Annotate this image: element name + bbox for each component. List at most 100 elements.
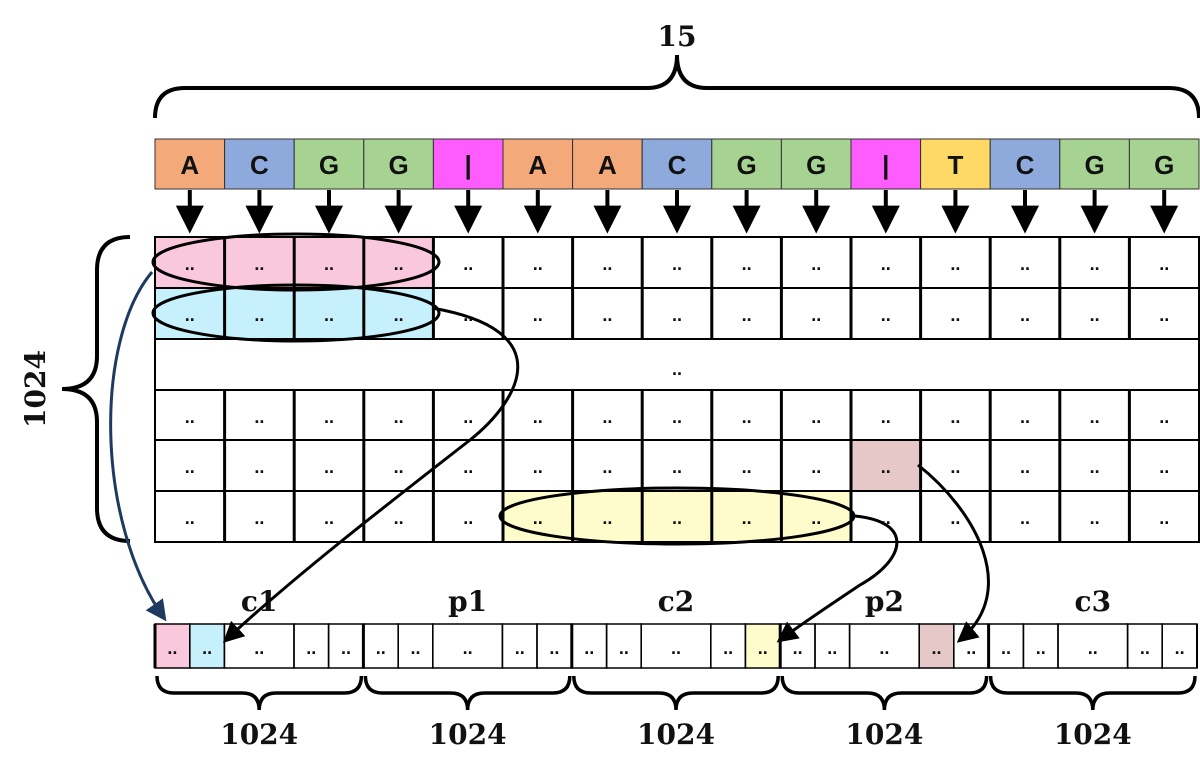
matrix-cell-value: .. [950,305,960,325]
output-cell-value: .. [1175,638,1185,658]
output-vector: ........................................… [153,585,1198,751]
output-cell-value: .. [584,638,594,658]
matrix-cell-value: .. [1020,254,1030,274]
token-label: A [528,150,547,180]
matrix-cell-value: .. [394,254,404,274]
output-group-label: c3 [1075,585,1112,618]
output-group-size-label: 1024 [845,718,923,751]
matrix-cell-value: .. [394,508,404,528]
matrix-cell-value: .. [950,407,960,427]
matrix-cell-value: .. [1159,407,1169,427]
matrix-cell-value: .. [254,407,264,427]
output-cell-value: .. [376,638,386,658]
last-row-selection-ellipse [498,486,856,546]
token-label: G [388,150,408,180]
output-cell-value: .. [827,638,837,658]
token-cell: G [711,138,782,190]
matrix-cell-value: .. [185,457,195,477]
token-cell: G [780,138,852,190]
matrix-cell-value: .. [324,254,334,274]
matrix-cell-value: .. [811,407,821,427]
token-cell: T [920,138,991,190]
token-cell: A [502,138,574,190]
token-label: G [1084,150,1104,180]
token-label: C [1016,150,1035,180]
matrix-cell-value: .. [602,407,612,427]
matrix-cell-value: .. [324,508,334,528]
matrix-cell-value: .. [602,254,612,274]
output-cell-value: .. [254,638,264,658]
matrix-cell-value: .. [672,457,682,477]
matrix-cell-value: .. [1159,508,1169,528]
output-group-size-label: 1024 [429,718,507,751]
matrix-cell-value: .. [1090,254,1100,274]
token-label: G [1154,150,1174,180]
matrix-cell-value: .. [533,407,543,427]
token-cell: C [989,138,1061,190]
output-cell-value: .. [341,638,351,658]
matrix-cell-value: .. [881,254,891,274]
token-label: | [882,150,889,180]
matrix-cell-value: .. [533,254,543,274]
output-cell-value: .. [306,638,316,658]
output-cell-value: .. [549,638,559,658]
matrix-cell-value: .. [533,305,543,325]
output-group-label: c1 [241,585,278,618]
matrix-cell-value: .. [950,508,960,528]
row2-selection-ellipse [151,283,441,343]
output-group-label: p1 [448,585,487,618]
matrix-cell-value: .. [185,254,195,274]
matrix-cell-value: .. [950,457,960,477]
matrix-cell-value: .. [463,305,473,325]
matrix-cell-value: .. [742,254,752,274]
matrix-cell-value: .. [811,508,821,528]
output-cell-value: .. [463,638,473,658]
output-group-brace [363,675,572,711]
token-cell: G [293,138,365,190]
output-cell-value: .. [931,638,941,658]
matrix-cell-value: .. [881,457,891,477]
token-cell: G [1059,138,1130,190]
matrix-cell-value: .. [1090,407,1100,427]
output-cell-value: .. [1001,638,1011,658]
matrix-cell-value: .. [254,508,264,528]
output-pink-cell [155,624,190,668]
output-cell-value: .. [515,638,525,658]
output-cell-value: .. [758,638,768,658]
output-group-brace [155,675,364,711]
token-label: A [598,150,617,180]
token-cell: A [572,138,643,190]
matrix-cell-value: .. [1020,407,1030,427]
output-cell-value: .. [619,638,629,658]
output-group-size-label: 1024 [637,718,715,751]
matrix-cell-value: .. [742,407,752,427]
token-cell: | [850,138,922,190]
matrix-cell-value: .. [881,508,891,528]
matrix-cell-value: .. [394,407,404,427]
matrix-cell-value: .. [672,508,682,528]
matrix-cell-value: .. [1020,508,1030,528]
matrix-cell-value: .. [324,305,334,325]
matrix-cell-value: .. [185,508,195,528]
token-label: T [947,150,963,180]
matrix-cell-value: .. [742,508,752,528]
output-cell-value: .. [202,638,212,658]
token-label: C [250,150,269,180]
matrix-cell-value: .. [394,457,404,477]
output-cell-value: .. [410,638,420,658]
arrow-row2-to-c1 [222,306,520,643]
yellow-run-highlight [503,491,851,542]
matrix-cell-value: .. [881,407,891,427]
matrix-cell-value: .. [463,457,473,477]
output-group-brace [780,675,989,711]
matrix-cell-value: .. [1159,457,1169,477]
output-group-size-label: 1024 [1054,718,1132,751]
output-group-label: p2 [865,585,904,618]
matrix-cell-value: .. [811,254,821,274]
token-row: A C G G | A A C G G | T C G G [154,138,1200,190]
token-label: G [806,150,826,180]
matrix-cell-value: .. [1159,254,1169,274]
token-cell: C [641,138,713,190]
output-cell-value: .. [793,638,803,658]
matrix-cell-value: .. [463,407,473,427]
